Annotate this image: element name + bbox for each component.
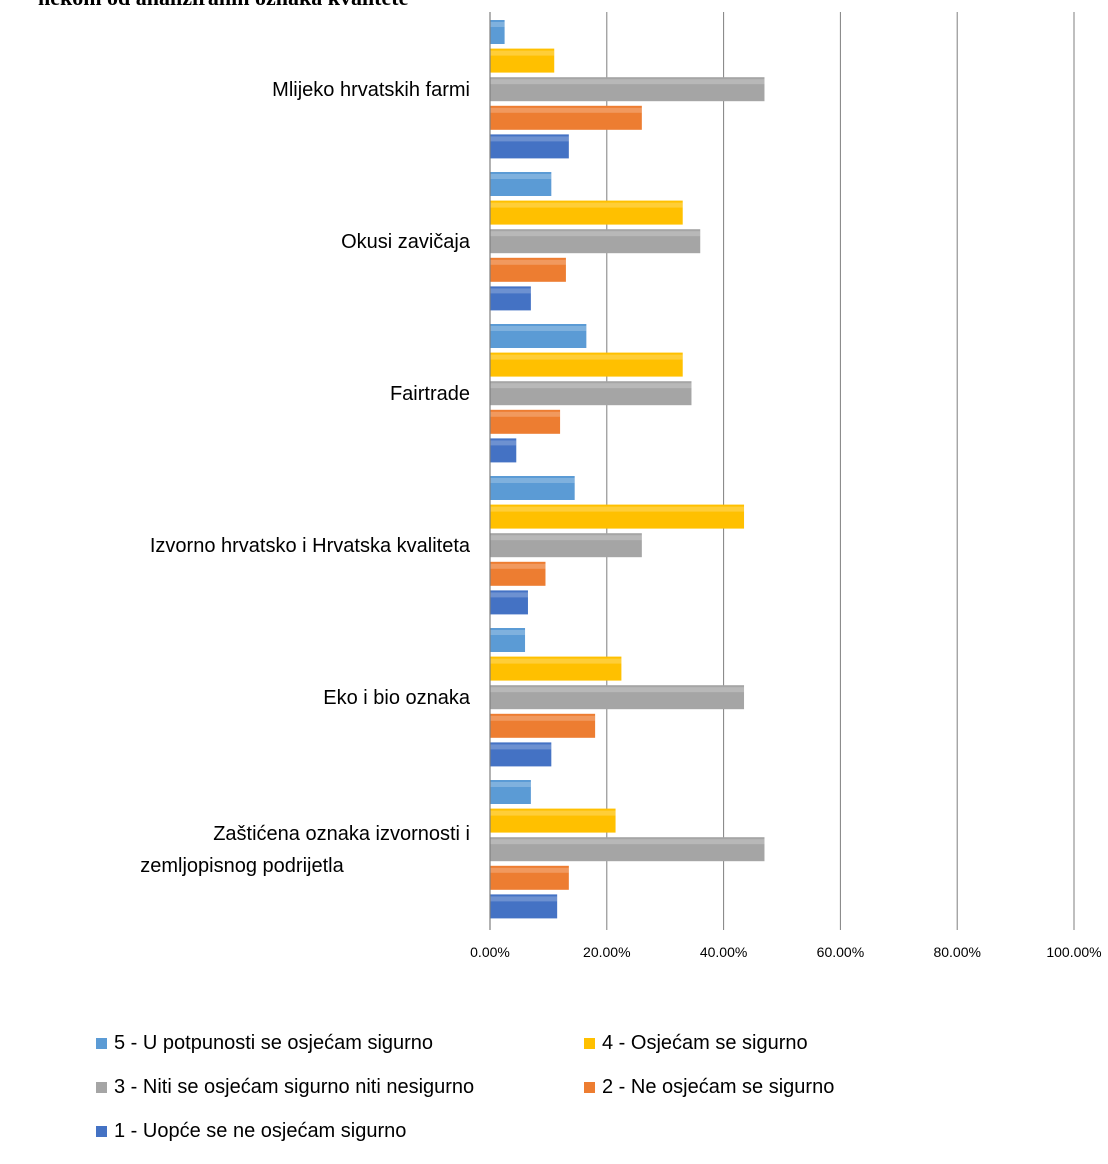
category-label: Mlijeko hrvatskih farmi [272,79,470,101]
grid-lines [606,12,1075,930]
category-label: Zaštićena oznaka izvornosti i zemljopisno… [140,823,470,877]
bar-highlight [490,440,517,446]
bar-highlight [490,563,546,569]
legend-swatch [584,1082,595,1093]
x-tick-label: 60.00% [817,944,864,960]
bar-highlight [490,259,566,265]
bar-highlight [490,715,596,721]
legend-label: 2 - Ne osjećam se sigurno [602,1076,835,1098]
category-label: Fairtrade [390,383,470,405]
bar [490,865,569,890]
bar-highlight [490,22,505,27]
bar [490,808,616,833]
bar-highlight [490,744,552,750]
bar [490,409,561,434]
category-label: Izvorno hrvatsko i Hrvatska kvaliteta [150,535,471,557]
bar-highlight [490,506,745,512]
bar-highlight [490,326,587,331]
legend-item: 4 - Osjećam se sigurno [584,1032,808,1055]
legend-label: 5 - U potpunosti se osjećam sigurno [114,1032,434,1054]
bar-highlight [490,896,558,902]
category-labels: Mlijeko hrvatskih farmi Okusi zavičaja Fai… [140,79,471,877]
legend-item: 5 - U potpunosti se osjećam sigurno [96,1032,433,1055]
chart-title-fragment: nekom od analiziranih oznaka kvalitete [38,0,938,9]
bar [490,438,517,463]
bar [490,48,555,73]
legend-swatch [584,1038,595,1049]
bar [490,504,745,529]
bar-chart: Mlijeko hrvatskih farmi Okusi zavičaja Fai… [140,12,1102,960]
bar-highlight [490,687,745,693]
bar [490,229,701,254]
bar [490,20,505,44]
legend-swatch [96,1038,107,1049]
bar-highlight [490,383,692,389]
bar-highlight [490,630,526,635]
bar-highlight [490,202,683,208]
bar-highlight [490,867,569,873]
bar-highlight [490,231,701,237]
bar-highlight [490,79,765,85]
bar [490,381,692,406]
bar-highlight [490,136,569,142]
bar [490,172,552,196]
bar [490,257,566,282]
legend-label: 4 - Osjećam se sigurno [602,1032,808,1054]
bar-highlight [490,50,555,56]
category-label: Eko i bio oznaka [323,687,471,709]
bar [490,656,622,681]
legend-item: 1 - Uopće se ne osjećam sigurno [96,1120,406,1143]
bar-highlight [490,107,642,113]
legend-label: 1 - Uopće se ne osjećam sigurno [114,1120,407,1142]
bar-highlight [490,839,765,845]
category-label: Okusi zavičaja [341,231,471,253]
bar [490,628,526,652]
bar [490,134,569,159]
bar-highlight [490,592,528,598]
bar [490,352,683,377]
bar [490,742,552,767]
legend-item: 3 - Niti se osjećam sigurno niti nesigur… [96,1076,474,1099]
legend-swatch [96,1082,107,1093]
bar-highlight [490,478,575,483]
bar [490,780,531,804]
bar [490,561,546,586]
bar [490,713,596,738]
bar [490,837,765,862]
x-tick-label: 0.00% [470,944,510,960]
legend-swatch [96,1126,107,1137]
bar-highlight [490,658,622,664]
bar [490,590,528,615]
x-tick-label: 20.00% [583,944,630,960]
bar [490,105,642,130]
bar-highlight [490,810,616,816]
bar [490,894,558,919]
bar-highlight [490,411,561,417]
bar [490,685,745,710]
bar [490,200,683,225]
legend-label: 3 - Niti se osjećam sigurno niti nesigur… [114,1076,475,1098]
x-tick-label: 80.00% [933,944,980,960]
bar [490,533,642,558]
bar-highlight [490,354,683,360]
bar-highlight [490,288,531,294]
bar-highlight [490,535,642,541]
legend-item: 2 - Ne osjećam se sigurno [584,1076,834,1099]
bar [490,324,587,348]
x-tick-label: 40.00% [700,944,747,960]
bar-highlight [490,782,531,787]
bar [490,476,575,500]
x-tick-labels: 0.00% 20.00% 40.00% 60.00% 80.00% 100.00% [470,944,1101,960]
bar [490,77,765,102]
bar [490,286,531,311]
x-tick-label: 100.00% [1046,944,1101,960]
bars [490,20,765,919]
bar-highlight [490,174,552,179]
